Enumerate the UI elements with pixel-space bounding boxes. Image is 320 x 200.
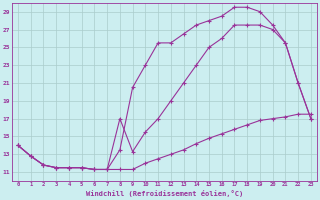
X-axis label: Windchill (Refroidissement éolien,°C): Windchill (Refroidissement éolien,°C) bbox=[86, 190, 243, 197]
